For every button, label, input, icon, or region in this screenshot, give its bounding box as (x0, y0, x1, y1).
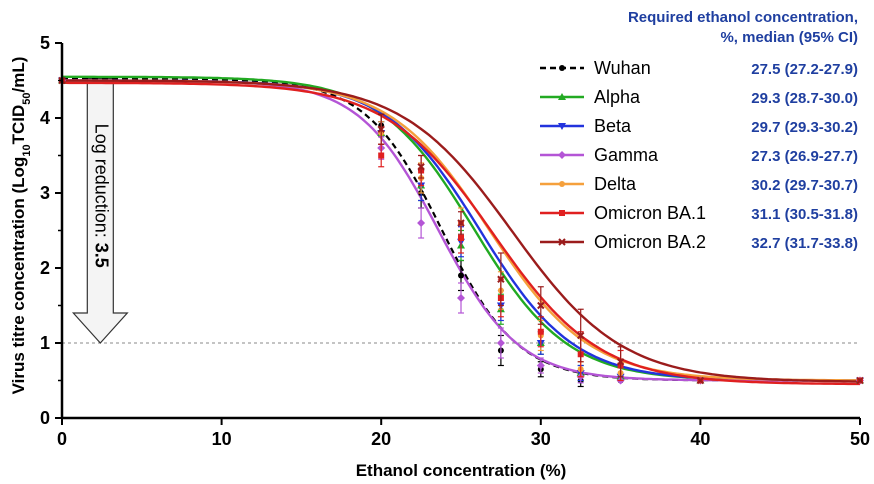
x-stroke (497, 275, 505, 283)
point-omicron-ba-2 (616, 358, 625, 366)
x-tick-label: 0 (57, 429, 67, 449)
legend-name-delta: Delta (594, 174, 637, 194)
x-tick-label: 20 (371, 429, 391, 449)
legend-marker-omicron-ba-2 (558, 238, 566, 246)
legend-value-gamma: 27.3 (26.9-27.7) (751, 148, 858, 165)
x-stroke (856, 376, 864, 385)
legend-name-alpha: Alpha (594, 87, 641, 107)
legend-item-wuhan: Wuhan 27.5 (27.2-27.9) (540, 58, 858, 78)
point-omicron-ba-1 (458, 235, 464, 241)
x-stroke (616, 358, 625, 366)
x-tick-label: 30 (531, 429, 551, 449)
point-omicron-ba-1 (378, 152, 385, 159)
legend-value-beta: 29.7 (29.3-30.2) (751, 119, 858, 136)
data-points (58, 76, 864, 388)
axes: 0 10 20 30 40 50 0 1 2 3 4 5 Ethanol concentration (… (9, 33, 870, 480)
log-reduction-text: Log reduction: (92, 124, 112, 243)
log-reduction-value: 3.5 (92, 243, 112, 268)
point-omicron-ba-2 (457, 219, 465, 227)
legend-item-beta: Beta 29.7 (29.3-30.2) (540, 116, 858, 136)
x-stroke (558, 238, 566, 246)
x-stroke (537, 301, 545, 310)
y-tick-label: 1 (40, 333, 50, 353)
x-tick-label: 40 (690, 429, 710, 449)
point-omicron-ba-2 (377, 125, 385, 133)
y-axis-title-subscript: 10 (21, 144, 33, 156)
x-tick-label: 50 (850, 429, 870, 449)
y-tick-label: 3 (40, 183, 50, 203)
legend-header-line: Required ethanol concentration, (628, 9, 858, 26)
legend: Required ethanol concentration, %, median… (540, 9, 858, 252)
y-tick-label: 0 (40, 408, 50, 428)
y-axis-title-subscript: 50 (21, 93, 33, 105)
y-axis-title-part: TCID (9, 105, 28, 145)
point-omicron-ba-1 (537, 328, 544, 335)
legend-value-delta: 30.2 (29.7-30.7) (751, 177, 858, 194)
x-stroke (576, 331, 585, 340)
y-tick-label: 5 (40, 33, 50, 53)
x-tick-label: 10 (212, 429, 232, 449)
legend-item-omicron-ba-1: Omicron BA.1 31.1 (30.5-31.8) (540, 203, 858, 223)
point-omicron-ba-2 (696, 376, 705, 385)
legend-value-wuhan: 27.5 (27.2-27.9) (751, 61, 858, 78)
legend-marker-beta (558, 123, 566, 130)
y-axis-title: Virus titre concentration (Log10TCID50/m… (9, 57, 33, 395)
x-stroke (457, 219, 465, 227)
x-stroke (417, 163, 425, 171)
point-gamma (457, 294, 465, 302)
legend-header-line: %, median (95% CI) (720, 29, 858, 46)
x-stroke (377, 125, 385, 133)
point-gamma (536, 361, 545, 370)
legend-marker-omicron-ba-1 (559, 210, 565, 216)
y-tick-label: 2 (40, 258, 50, 278)
curve-omicron-ba-1 (62, 81, 860, 386)
x-axis-title: Ethanol concentration (%) (356, 461, 567, 480)
point-omicron-ba-2 (417, 163, 425, 171)
legend-name-omicron-ba-1: Omicron BA.1 (594, 203, 706, 223)
point-omicron-ba-2 (856, 376, 864, 385)
legend-item-omicron-ba-2: Omicron BA.2 32.7 (31.7-33.8) (540, 232, 858, 252)
point-gamma (496, 339, 505, 347)
log-reduction-annotation: Log reduction: 3.5 (71, 77, 129, 344)
log-reduction-arrow (71, 77, 129, 344)
legend-marker-delta (559, 181, 565, 187)
log-reduction-label: Log reduction: 3.5 (92, 124, 112, 268)
y-axis-title-part: Virus titre concentration (Log (9, 157, 28, 395)
legend-value-alpha: 29.3 (28.7-30.0) (751, 90, 858, 107)
x-stroke (696, 376, 705, 385)
legend-marker-alpha (558, 93, 566, 100)
legend-marker-wuhan (559, 65, 565, 71)
point-omicron-ba-2 (537, 301, 545, 310)
legend-name-wuhan: Wuhan (594, 58, 651, 78)
legend-value-omicron-ba-2: 32.7 (31.7-33.8) (751, 235, 858, 252)
legend-item-delta: Delta 30.2 (29.7-30.7) (540, 174, 858, 194)
legend-marker-gamma (558, 151, 566, 159)
legend-item-gamma: Gamma 27.3 (26.9-27.7) (540, 145, 858, 165)
point-omicron-ba-2 (576, 331, 585, 340)
legend-name-omicron-ba-2: Omicron BA.2 (594, 232, 706, 252)
legend-name-beta: Beta (594, 116, 632, 136)
curve-omicron-ba-2 (62, 79, 861, 383)
legend-name-gamma: Gamma (594, 145, 659, 165)
point-wuhan (458, 272, 464, 279)
legend-value-omicron-ba-1: 31.1 (30.5-31.8) (751, 206, 858, 223)
y-axis-title-part: /mL) (9, 57, 28, 93)
y-tick-label: 4 (40, 108, 50, 128)
legend-item-alpha: Alpha 29.3 (28.7-30.0) (540, 87, 858, 107)
point-omicron-ba-2 (497, 275, 505, 283)
point-gamma (417, 219, 426, 227)
